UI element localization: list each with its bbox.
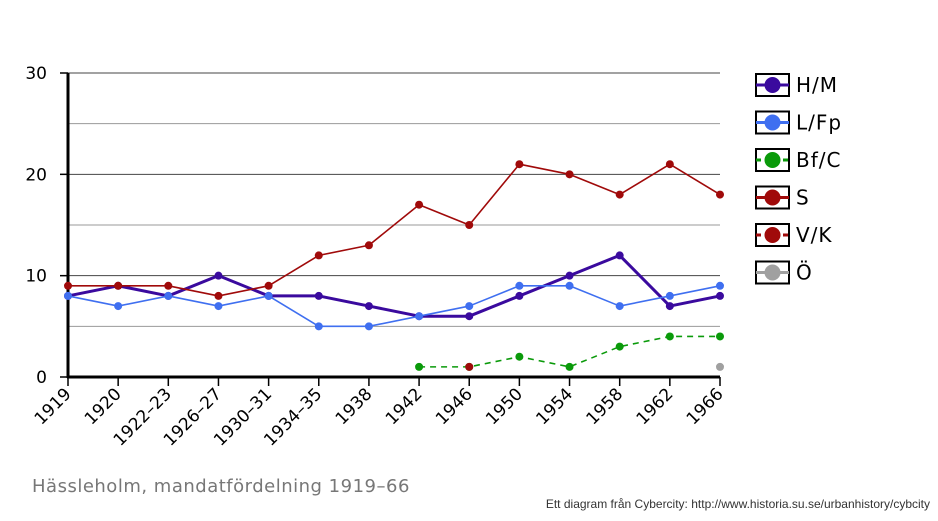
- data-point: [214, 271, 223, 280]
- legend-item: Ö: [755, 260, 813, 285]
- data-point: [364, 241, 373, 250]
- x-tick-label: 1966: [683, 384, 728, 429]
- data-point: [615, 190, 624, 199]
- data-point: [716, 281, 724, 290]
- series-line: [68, 163, 721, 297]
- data-point: [264, 291, 273, 300]
- data-point: [114, 302, 123, 311]
- series-s: [64, 160, 724, 300]
- data-point: [465, 221, 474, 229]
- data-point: [665, 302, 674, 311]
- x-tick-label: 1942: [382, 384, 427, 429]
- data-point: [665, 291, 674, 300]
- legend-label: H/M: [796, 73, 838, 97]
- legend-item: H/M: [755, 73, 838, 97]
- x-tick-label: 1950: [482, 384, 527, 429]
- x-tick-label: 1920: [81, 384, 126, 429]
- x-tick-label: 1954: [532, 384, 577, 429]
- data-point: [314, 322, 323, 331]
- y-tick-label: 10: [25, 267, 47, 287]
- data-point: [716, 190, 724, 199]
- data-point: [64, 281, 72, 290]
- data-point: [716, 332, 724, 341]
- data-point: [214, 302, 223, 311]
- data-point: [114, 281, 123, 290]
- x-tick-label: 1958: [582, 384, 627, 429]
- data-point: [565, 170, 574, 179]
- data-point: [615, 251, 624, 260]
- data-point: [364, 322, 373, 331]
- y-tick-label: 20: [25, 165, 47, 185]
- data-point: [515, 352, 524, 361]
- data-point: [515, 281, 524, 290]
- legend-item: L/Fp: [755, 110, 842, 135]
- data-point: [465, 362, 474, 371]
- data-point: [716, 362, 724, 371]
- data-point: [615, 302, 624, 311]
- y-tick-label: 30: [25, 64, 47, 84]
- data-point: [515, 291, 524, 300]
- legend: H/M L/Fp Bf/C S V/K Ö: [755, 73, 842, 285]
- legend-marker: [764, 264, 781, 281]
- legend-marker: [764, 77, 781, 93]
- series-bf-c: [415, 332, 724, 371]
- data-point: [364, 302, 373, 311]
- legend-marker: [764, 189, 781, 206]
- data-point: [465, 312, 474, 321]
- data-point: [565, 281, 574, 290]
- data-point: [716, 291, 724, 300]
- credit-line: Ett diagram från Cybercity: http://www.h…: [545, 497, 930, 511]
- data-point: [415, 362, 424, 371]
- data-point: [465, 302, 474, 311]
- x-tick-label: 1919: [31, 384, 76, 429]
- legend-item: S: [755, 185, 810, 210]
- data-point: [415, 312, 424, 321]
- legend-marker: [764, 114, 781, 131]
- series--: [716, 362, 724, 371]
- legend-label: V/K: [796, 223, 833, 247]
- legend-marker: [764, 152, 781, 168]
- series-l-fp: [64, 281, 724, 331]
- legend-label: L/Fp: [796, 111, 842, 135]
- data-point: [665, 332, 674, 341]
- legend-item: Bf/C: [755, 148, 841, 172]
- data-point: [314, 291, 323, 300]
- legend-marker: [764, 227, 781, 243]
- chart-caption: Hässleholm, mandatfördelning 1919–66: [32, 476, 410, 497]
- data-point: [415, 200, 424, 209]
- data-point: [64, 291, 72, 300]
- legend-item: V/K: [755, 223, 833, 247]
- data-point: [264, 281, 273, 290]
- series-layer: [64, 160, 724, 371]
- y-tick-label: 0: [36, 368, 47, 388]
- data-point: [214, 291, 223, 300]
- legend-label: Ö: [796, 261, 813, 285]
- series-line: [419, 335, 720, 368]
- data-point: [164, 281, 173, 290]
- x-tick-label: 1946: [432, 384, 477, 429]
- series-v-k: [465, 362, 474, 371]
- legend-label: Bf/C: [796, 148, 841, 172]
- x-tick-label: 1938: [332, 384, 377, 429]
- data-point: [615, 342, 624, 351]
- series-line: [67, 284, 721, 328]
- data-point: [565, 362, 574, 371]
- legend-label: S: [796, 186, 810, 210]
- data-point: [314, 251, 323, 260]
- data-point: [164, 291, 173, 300]
- data-point: [665, 160, 674, 169]
- data-point: [565, 271, 574, 280]
- x-tick-label: 1962: [633, 384, 678, 429]
- series-line: [67, 253, 721, 318]
- data-point: [515, 160, 524, 169]
